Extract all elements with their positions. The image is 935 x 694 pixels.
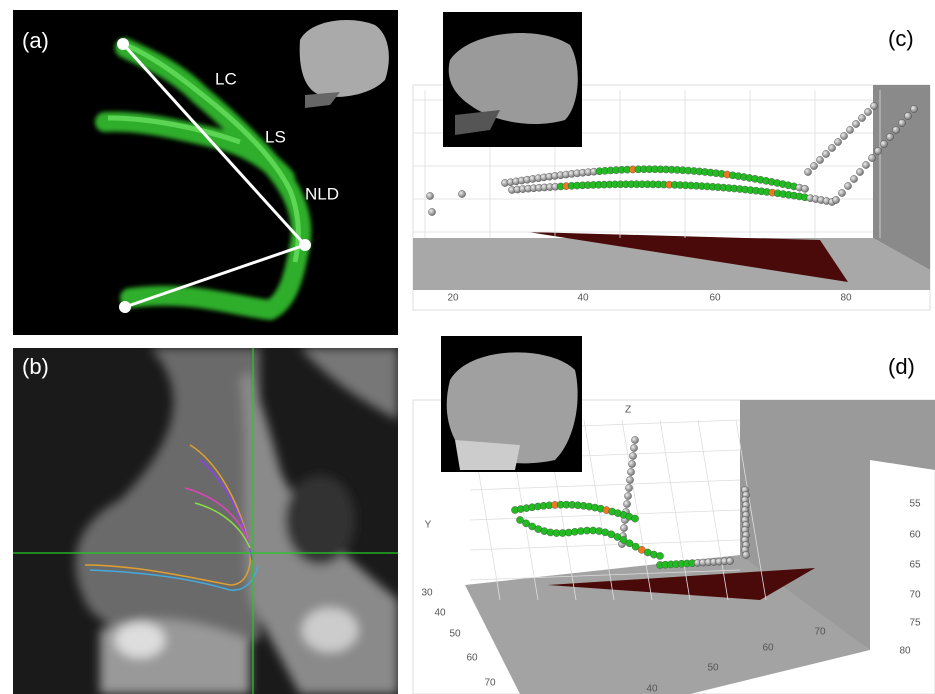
y-tick-label: 60 — [466, 653, 478, 664]
point — [804, 168, 811, 175]
x-tick-label: 60 — [762, 643, 774, 654]
point — [838, 189, 845, 196]
point — [898, 119, 905, 126]
x-tick-label: 50 — [707, 663, 719, 674]
z-tick-label: 70 — [909, 590, 921, 601]
y-tick-label: 50 — [449, 629, 461, 640]
panel-b: (b) — [13, 348, 398, 694]
point — [832, 196, 839, 203]
point — [623, 500, 630, 507]
point — [840, 132, 847, 139]
head-inset — [443, 12, 582, 147]
point — [910, 105, 917, 112]
point — [631, 436, 638, 443]
panel-d: (d) Y Z 30 40 50 60 70 40 50 60 70 55 60… — [413, 336, 935, 694]
point — [870, 102, 877, 109]
point — [850, 175, 857, 182]
point — [822, 150, 829, 157]
x-tick-label: 20 — [447, 293, 459, 304]
point — [428, 208, 435, 215]
point — [852, 120, 859, 127]
annotation: LS — [265, 127, 286, 146]
panel-c: (c) 20 40 60 80 — [413, 12, 930, 310]
axis-label: Y — [425, 520, 432, 531]
point — [880, 140, 887, 147]
point — [816, 156, 823, 163]
figure: (a) LC LS NLD — [0, 0, 935, 694]
point — [726, 557, 733, 564]
y-tick-label: 70 — [484, 678, 496, 689]
x-tick-label: 60 — [709, 293, 721, 304]
point — [810, 162, 817, 169]
point — [868, 154, 875, 161]
point — [856, 168, 863, 175]
panel-label: (d) — [888, 354, 915, 379]
point — [626, 476, 633, 483]
z-tick-label: 60 — [909, 530, 921, 541]
z-tick-label: 75 — [909, 618, 921, 629]
point — [625, 484, 632, 491]
x-tick-label: 70 — [814, 627, 826, 638]
annotation: LC — [215, 69, 237, 88]
x-tick-label: 80 — [840, 293, 852, 304]
point — [656, 552, 663, 559]
z-tick-label: 65 — [909, 560, 921, 571]
point — [834, 138, 841, 145]
point — [742, 551, 749, 558]
x-tick-label: 40 — [577, 293, 589, 304]
axis-label: Z — [625, 405, 631, 416]
point — [858, 114, 865, 121]
x-tick-label: 40 — [646, 684, 658, 694]
point — [627, 468, 634, 475]
point — [620, 524, 627, 531]
point — [828, 144, 835, 151]
y-tick-label: 30 — [421, 588, 433, 599]
point — [844, 182, 851, 189]
point — [874, 147, 881, 154]
panel-label: (a) — [22, 28, 49, 53]
point — [624, 492, 631, 499]
panel-label: (b) — [22, 354, 49, 379]
point — [904, 112, 911, 119]
back-wall — [873, 85, 930, 270]
z-tick-label: 55 — [909, 499, 921, 510]
panel-a: (a) LC LS NLD — [13, 10, 398, 335]
point — [886, 133, 893, 140]
point — [864, 108, 871, 115]
point — [458, 190, 465, 197]
panel-label: (c) — [888, 26, 914, 51]
head-inset — [441, 336, 582, 472]
point — [892, 126, 899, 133]
point — [630, 444, 637, 451]
annotation: NLD — [305, 184, 339, 203]
point — [801, 185, 808, 192]
point — [846, 126, 853, 133]
z-tick-label: 80 — [899, 646, 911, 657]
y-tick-label: 40 — [434, 608, 446, 619]
point — [631, 515, 638, 522]
point — [629, 452, 636, 459]
point — [426, 192, 433, 199]
point — [862, 161, 869, 168]
point — [628, 460, 635, 467]
